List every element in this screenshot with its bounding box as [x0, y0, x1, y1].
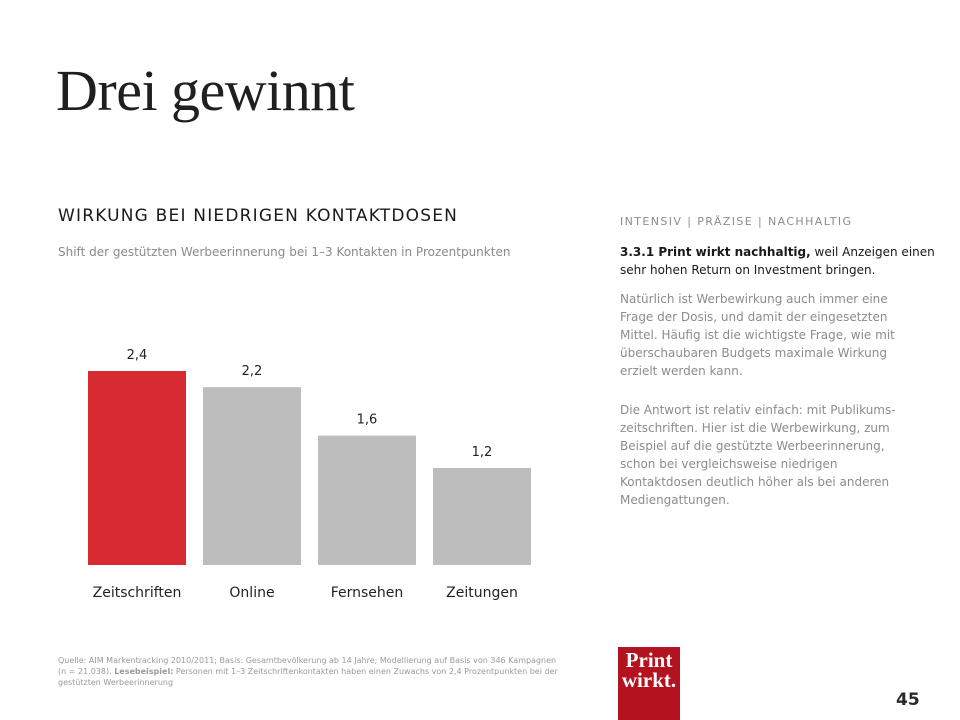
source-note-example: Personen mit 1–3 Zeitschriftenkontakten …: [58, 667, 558, 687]
value-label-fernsehen: 1,6: [357, 413, 378, 428]
print-wirkt-logo: Print wirkt.: [618, 647, 680, 720]
category-label-zeitungen: Zeitungen: [446, 585, 518, 601]
sidebar-heading: INTENSIV | PRÄZISE | NACHHALTIG: [620, 215, 853, 228]
logo-line-2: wirkt.: [621, 668, 677, 692]
bar-online: [203, 387, 301, 565]
source-note: Quelle: AIM Markentracking 2010/2011; Ba…: [58, 655, 558, 688]
category-label-online: Online: [229, 585, 274, 601]
page-number: 45: [896, 690, 920, 710]
value-label-zeitungen: 1,2: [472, 445, 493, 460]
sidebar-lead-rest: weil Anzeigen einen sehr hohen Return on…: [620, 245, 935, 277]
category-label-zeitschriften: Zeitschriften: [93, 585, 182, 601]
chart-heading: WIRKUNG BEI NIEDRIGEN KONTAKTDOSEN: [58, 206, 459, 226]
bar-fernsehen: [318, 435, 416, 565]
bar-zeitschriften: [88, 371, 186, 565]
value-label-zeitschriften: 2,4: [127, 348, 148, 363]
logo-line-1: Print: [625, 648, 673, 672]
source-note-example-label: Lesebeispiel:: [114, 667, 174, 676]
value-label-online: 2,2: [242, 364, 263, 379]
bar-zeitungen: [433, 468, 531, 565]
source-note-text: Quelle: AIM Markentracking 2010/2011; Ba…: [58, 656, 557, 676]
chart-subheading: Shift der gestützten Werbeerinnerung bei…: [58, 245, 511, 259]
page-title: Drei gewinnt: [56, 58, 355, 123]
bar-chart: 2,4 Zeitschriften 2,2 Online 1,6 Fernsehen 1,2…: [88, 348, 531, 601]
sidebar-paragraph-2: Die Antwort ist relativ einfach: mit Pub…: [620, 403, 896, 507]
sidebar-lead: 3.3.1 Print wirkt nachhaltig, weil Anzei…: [620, 243, 942, 279]
category-label-fernsehen: Fernsehen: [331, 585, 404, 601]
sidebar-lead-bold: 3.3.1 Print wirkt nachhaltig,: [620, 245, 811, 259]
sidebar-paragraph-1: Natürlich ist Werbewirkung auch immer ei…: [620, 292, 895, 378]
